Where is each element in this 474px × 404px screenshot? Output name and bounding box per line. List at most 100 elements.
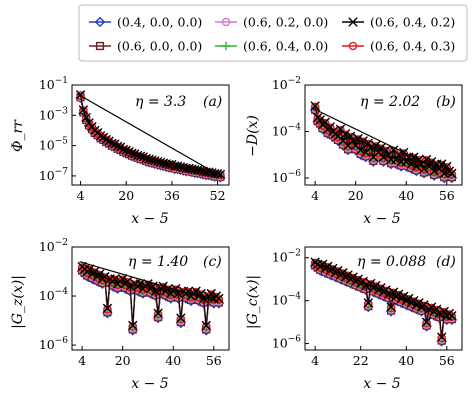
fit-line bbox=[312, 107, 453, 177]
data-point bbox=[310, 101, 320, 111]
y-tick-label: 10−3 bbox=[39, 106, 68, 122]
data-point bbox=[325, 122, 336, 132]
data-point bbox=[117, 274, 128, 284]
data-point bbox=[401, 157, 411, 167]
panel-a-ylabel: Φ_rr bbox=[10, 119, 26, 152]
panel-d-xlabel: x − 5 bbox=[363, 376, 401, 392]
x-tick-label: 22 bbox=[353, 353, 369, 368]
legend-label: (0.6, 0.4, 0.0) bbox=[243, 39, 328, 54]
data-point bbox=[406, 159, 417, 169]
data-point bbox=[78, 105, 89, 115]
plot-area bbox=[75, 90, 226, 183]
data-point bbox=[419, 164, 429, 174]
data-point bbox=[163, 283, 173, 294]
plot-area bbox=[309, 101, 458, 184]
data-point bbox=[175, 162, 186, 172]
data-point bbox=[150, 286, 161, 296]
data-point bbox=[102, 303, 113, 314]
y-tick-label: 10−6 bbox=[272, 169, 301, 185]
data-point bbox=[95, 269, 105, 279]
data-point bbox=[353, 133, 363, 144]
panel-d-label: (d) bbox=[436, 254, 456, 270]
data-point bbox=[378, 152, 389, 162]
legend-label: (0.6, 0.0, 0.0) bbox=[117, 39, 202, 54]
y-tick-label: 10−6 bbox=[272, 335, 301, 351]
panel-b: 4 20 40 56 10−2 10−4 10−6 bbox=[272, 76, 463, 203]
legend: (0.4, 0.0, 0.0) (0.6, 0.2, 0.0) (0.6, 0.4,… bbox=[78, 4, 468, 62]
data-point bbox=[152, 156, 163, 167]
legend-marker-plus bbox=[221, 41, 231, 51]
panel-d-annotation: η = 0.088 bbox=[357, 254, 426, 270]
data-point bbox=[141, 153, 151, 164]
legend-marker-x bbox=[348, 17, 358, 27]
y-tick-label: 10−7 bbox=[39, 167, 68, 183]
x-tick-label: 40 bbox=[398, 188, 414, 203]
data-point bbox=[366, 143, 376, 153]
data-point bbox=[144, 154, 154, 164]
data-point bbox=[191, 286, 201, 296]
data-point bbox=[85, 264, 95, 274]
panel-c-xlabel: x − 5 bbox=[131, 376, 169, 392]
axes-frame bbox=[304, 246, 463, 351]
x-tick-label: 52 bbox=[210, 188, 226, 203]
panel-b-annotation: η = 2.02 bbox=[360, 94, 420, 110]
panel-d: 4 22 40 56 10−2 10−4 10−6 bbox=[272, 246, 463, 368]
data-point bbox=[138, 152, 149, 162]
data-point bbox=[121, 145, 131, 155]
data-point bbox=[100, 271, 110, 282]
data-point bbox=[118, 144, 129, 155]
data-point bbox=[164, 159, 174, 170]
data-point bbox=[437, 332, 447, 342]
axes-frame bbox=[71, 84, 230, 186]
data-point bbox=[204, 167, 214, 177]
data-point bbox=[348, 136, 358, 146]
data-point bbox=[107, 138, 117, 149]
x-tick-label: 4 bbox=[78, 353, 86, 368]
data-point bbox=[135, 279, 146, 289]
legend-label: (0.6, 0.4, 0.2) bbox=[370, 15, 455, 30]
y-tick-label: 10−6 bbox=[39, 336, 68, 352]
y-tick-label: 10−2 bbox=[272, 249, 301, 265]
data-point bbox=[315, 115, 325, 125]
data-point bbox=[135, 151, 146, 161]
data-point bbox=[176, 313, 186, 323]
panel-a-label: (a) bbox=[203, 94, 222, 110]
data-point bbox=[371, 140, 381, 151]
x-tick-label: 4 bbox=[311, 353, 319, 368]
y-tick-label: 10−4 bbox=[272, 123, 301, 139]
x-tick-label: 56 bbox=[439, 188, 455, 203]
data-point bbox=[206, 288, 216, 299]
panel-c-label: (c) bbox=[203, 254, 222, 270]
data-point bbox=[132, 150, 143, 161]
data-point bbox=[345, 131, 356, 141]
data-point bbox=[391, 154, 401, 165]
x-tick-label: 20 bbox=[118, 188, 134, 203]
data-point bbox=[81, 112, 91, 123]
data-point bbox=[442, 161, 452, 172]
panel-c-ylabel: |G_z(x)| bbox=[10, 275, 26, 329]
data-point bbox=[411, 161, 422, 172]
data-point bbox=[195, 165, 206, 176]
data-point bbox=[447, 168, 457, 179]
panel-a: 4 20 36 52 10−1 10−3 10−5 10−7 bbox=[39, 76, 230, 203]
x-tick-label: 56 bbox=[206, 353, 222, 368]
y-tick-label: 10−2 bbox=[39, 238, 68, 254]
data-point bbox=[125, 281, 135, 291]
data-point bbox=[124, 146, 134, 157]
data-point bbox=[147, 155, 157, 165]
x-tick-label: 4 bbox=[77, 188, 85, 203]
data-point bbox=[112, 141, 123, 152]
data-point bbox=[184, 163, 194, 174]
data-point bbox=[437, 159, 447, 169]
data-point bbox=[376, 283, 386, 293]
axes-frame bbox=[304, 84, 463, 186]
data-point bbox=[381, 285, 391, 295]
data-point bbox=[130, 149, 140, 159]
y-tick-label: 10−1 bbox=[39, 76, 68, 92]
data-point bbox=[95, 131, 106, 141]
x-tick-label: 20 bbox=[348, 188, 364, 203]
y-tick-label: 10−4 bbox=[39, 287, 68, 303]
panel-a-annotation: η = 3.3 bbox=[135, 94, 186, 110]
panel-a-xlabel: x − 5 bbox=[131, 211, 169, 227]
